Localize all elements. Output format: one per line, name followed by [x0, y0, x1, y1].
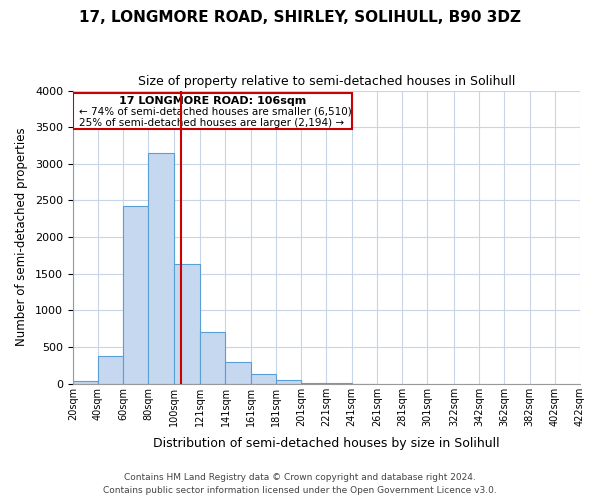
- Text: 17 LONGMORE ROAD: 106sqm: 17 LONGMORE ROAD: 106sqm: [119, 96, 306, 106]
- Title: Size of property relative to semi-detached houses in Solihull: Size of property relative to semi-detach…: [138, 75, 515, 88]
- Bar: [123, 206, 148, 384]
- Bar: [251, 374, 276, 384]
- X-axis label: Distribution of semi-detached houses by size in Solihull: Distribution of semi-detached houses by …: [153, 437, 500, 450]
- Bar: [301, 382, 326, 384]
- Bar: [276, 380, 301, 384]
- Bar: [73, 381, 98, 384]
- Bar: [226, 362, 251, 384]
- Text: ← 74% of semi-detached houses are smaller (6,510): ← 74% of semi-detached houses are smalle…: [79, 107, 352, 117]
- Bar: [174, 264, 200, 384]
- Bar: [73, 93, 352, 128]
- Text: 17, LONGMORE ROAD, SHIRLEY, SOLIHULL, B90 3DZ: 17, LONGMORE ROAD, SHIRLEY, SOLIHULL, B9…: [79, 10, 521, 25]
- Bar: [200, 332, 226, 384]
- Y-axis label: Number of semi-detached properties: Number of semi-detached properties: [15, 128, 28, 346]
- Text: Contains HM Land Registry data © Crown copyright and database right 2024.
Contai: Contains HM Land Registry data © Crown c…: [103, 474, 497, 495]
- Bar: [148, 153, 174, 384]
- Text: 25% of semi-detached houses are larger (2,194) →: 25% of semi-detached houses are larger (…: [79, 118, 344, 128]
- Bar: [98, 356, 123, 384]
